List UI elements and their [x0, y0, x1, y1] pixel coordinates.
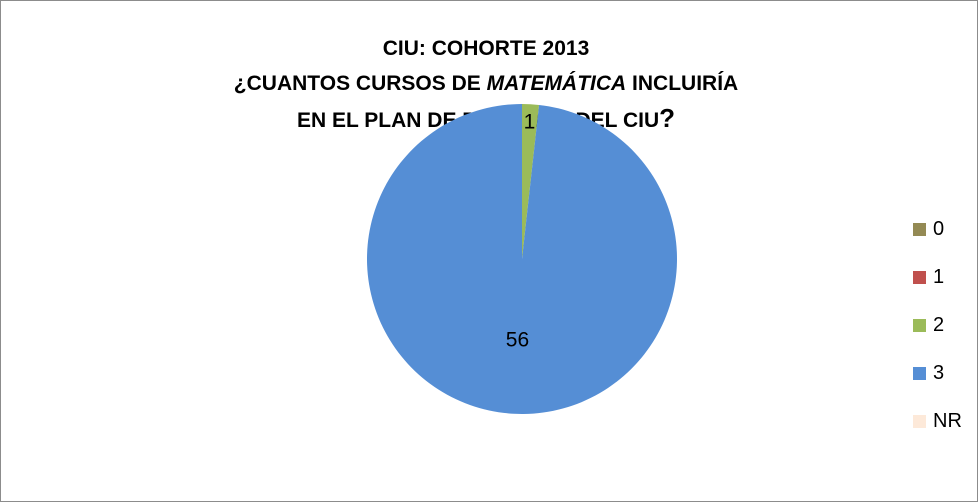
legend-label-4: NR: [933, 410, 962, 432]
title-line-2-italic: MATEMÁTICA: [486, 72, 627, 95]
legend-label-3: 3: [933, 362, 945, 384]
data-label-3: 56: [506, 329, 529, 352]
title-line-2-part-a: ¿CUANTOS CURSOS DE: [233, 72, 487, 95]
title-line-2-part-b: INCLUIRÍA: [626, 72, 739, 95]
legend-swatch-1: [913, 271, 926, 284]
data-label-2: 1: [524, 110, 536, 133]
title-line-2: ¿CUANTOS CURSOS DE MATEMÁTICA INCLUIRÍA: [151, 66, 821, 101]
title-line-3-question-mark: ?: [659, 103, 675, 133]
legend-swatch-4: [913, 415, 926, 428]
legend-label-0: 0: [933, 218, 945, 240]
title-line-1: CIU: COHORTE 2013: [382, 37, 590, 60]
pie-slice-2: [522, 104, 540, 259]
legend-swatch-2: [913, 319, 926, 332]
legend-swatch-3: [913, 367, 926, 380]
pie-slice-3: [366, 104, 677, 414]
legend-label-2: 2: [933, 314, 945, 336]
chart-title: CIU: COHORTE 2013 ¿CUANTOS CURSOS DE MAT…: [151, 31, 821, 138]
legend-swatch-0: [913, 223, 926, 236]
legend-label-1: 1: [933, 266, 945, 288]
